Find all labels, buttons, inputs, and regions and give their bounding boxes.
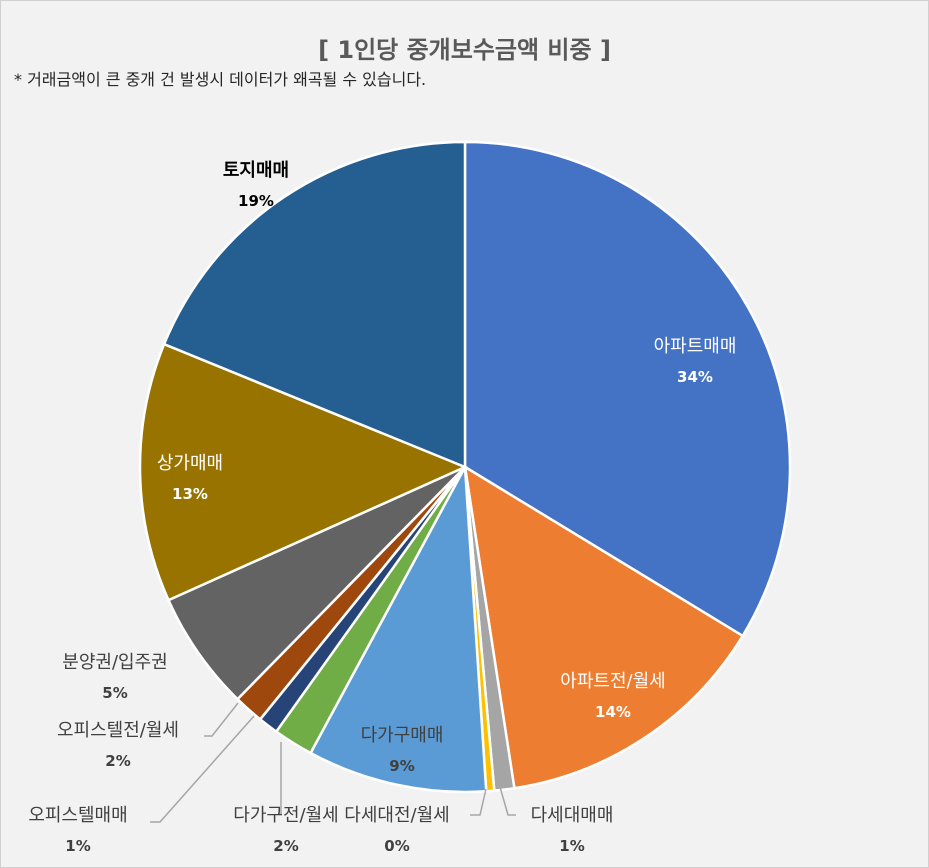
leader-line	[150, 715, 255, 823]
slice-name-label: 분양권/입주권	[62, 652, 167, 673]
slice-name-label: 아파트매매	[654, 336, 737, 357]
slice-percent-label: 5%	[102, 684, 127, 702]
pie-slice	[463, 140, 792, 638]
pie-slice	[308, 462, 488, 794]
pie-slice	[138, 342, 469, 602]
slice-percent-label: 9%	[389, 757, 414, 775]
slice-name-label: 아파트전/월세	[560, 671, 665, 692]
pie-slice	[463, 464, 745, 790]
slice-name-label: 토지매매	[223, 160, 289, 181]
pie-slice	[162, 140, 467, 469]
slice-name-label: 다가구전/월세	[233, 805, 338, 826]
slice-percent-label: 2%	[273, 837, 298, 855]
slice-percent-label: 2%	[105, 752, 130, 770]
leader-line	[470, 788, 487, 816]
pie-slice	[166, 465, 466, 701]
slice-percent-label: 13%	[172, 485, 208, 503]
slice-name-label: 오피스텔전/월세	[57, 720, 179, 741]
leader-line	[204, 702, 239, 737]
slice-percent-label: 34%	[677, 368, 713, 386]
slice-percent-label: 14%	[595, 703, 631, 721]
slice-name-label: 오피스텔매매	[28, 805, 127, 826]
slice-name-label: 다세대매매	[531, 805, 614, 826]
slice-percent-label: 1%	[559, 837, 584, 855]
leader-line	[499, 786, 516, 816]
slice-name-label: 다가구매매	[361, 725, 444, 746]
slice-percent-label: 0%	[384, 837, 409, 855]
slice-percent-label: 19%	[238, 192, 274, 210]
slice-name-label: 상가매매	[157, 453, 223, 474]
slice-name-label: 다세대전/월세	[344, 805, 449, 826]
slice-percent-label: 1%	[65, 837, 90, 855]
chart-note: * 거래금액이 큰 중개 건 발생시 데이터가 왜곡될 수 있습니다.	[14, 70, 427, 89]
chart-title: [ 1인당 중개보수금액 비중 ]	[318, 36, 611, 64]
